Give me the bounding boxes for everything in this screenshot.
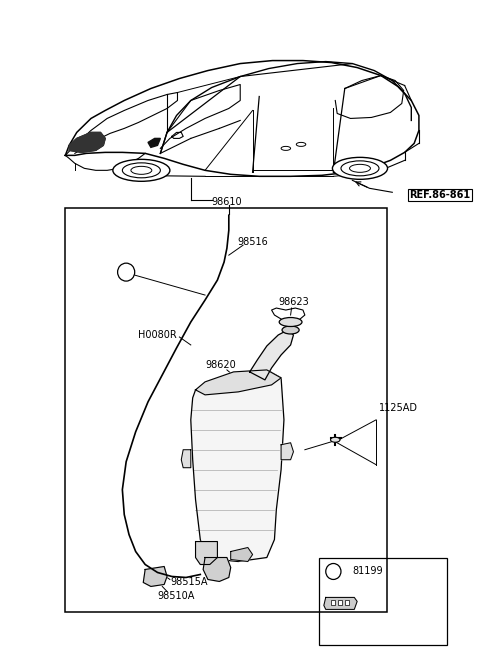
Ellipse shape	[279, 318, 302, 326]
Polygon shape	[250, 330, 293, 380]
Ellipse shape	[122, 163, 160, 178]
Circle shape	[118, 263, 135, 281]
Polygon shape	[148, 138, 160, 147]
Ellipse shape	[296, 142, 306, 146]
Bar	[65, 208, 386, 612]
Text: 98516: 98516	[237, 237, 268, 247]
Polygon shape	[143, 567, 167, 586]
Ellipse shape	[113, 159, 170, 181]
Polygon shape	[69, 132, 105, 153]
Polygon shape	[324, 597, 357, 609]
Text: REF.86-861: REF.86-861	[409, 191, 470, 200]
Bar	[332, 601, 335, 605]
Text: 98610: 98610	[212, 197, 242, 207]
Text: a: a	[123, 268, 129, 276]
Polygon shape	[195, 370, 281, 395]
Ellipse shape	[131, 166, 152, 174]
Ellipse shape	[349, 164, 371, 172]
Text: 1125AD: 1125AD	[379, 403, 418, 413]
Polygon shape	[231, 548, 252, 561]
Text: H0080R: H0080R	[138, 330, 177, 340]
Ellipse shape	[331, 438, 340, 442]
Text: 98623: 98623	[278, 297, 309, 307]
Ellipse shape	[341, 161, 379, 176]
Bar	[319, 557, 447, 645]
Ellipse shape	[333, 157, 387, 179]
Polygon shape	[281, 443, 293, 460]
Text: 98620: 98620	[206, 360, 237, 370]
Circle shape	[326, 563, 341, 580]
Ellipse shape	[281, 146, 290, 151]
Bar	[345, 601, 348, 605]
Text: 98510A: 98510A	[157, 591, 195, 601]
Ellipse shape	[282, 326, 299, 334]
Text: 81199: 81199	[352, 567, 383, 576]
Polygon shape	[181, 450, 191, 468]
Polygon shape	[203, 557, 231, 582]
Bar	[338, 601, 342, 605]
Polygon shape	[195, 542, 217, 565]
Polygon shape	[191, 370, 284, 561]
Text: 98515A: 98515A	[170, 578, 207, 588]
Text: a: a	[331, 567, 336, 576]
